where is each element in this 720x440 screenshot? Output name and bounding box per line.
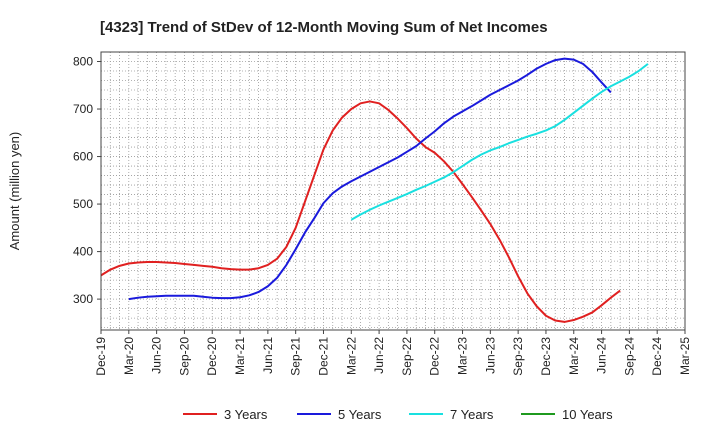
plot-frame bbox=[100, 51, 686, 331]
y-tick-label: 500 bbox=[73, 197, 93, 211]
y-tick-label: 800 bbox=[73, 55, 93, 69]
legend-label-5-years: 5 Years bbox=[338, 407, 382, 422]
y-tick-label: 600 bbox=[73, 150, 93, 164]
series-line-7-years bbox=[350, 63, 649, 221]
x-tick-label: Jun-20 bbox=[150, 337, 164, 374]
chart-title: [4323] Trend of StDev of 12-Month Moving… bbox=[100, 19, 548, 36]
x-tick-label: Jun-24 bbox=[595, 337, 609, 374]
legend: 3 Years 5 Years 7 Years 10 Years bbox=[183, 407, 613, 422]
x-tick-label: Sep-20 bbox=[177, 337, 191, 376]
x-tick-label: Mar-20 bbox=[122, 337, 136, 375]
legend-label-10-years: 10 Years bbox=[562, 407, 613, 422]
legend-label-7-years: 7 Years bbox=[450, 407, 494, 422]
x-tick-label: Jun-21 bbox=[261, 337, 275, 374]
x-tick-label: Sep-21 bbox=[289, 337, 303, 376]
x-tick-label: Sep-24 bbox=[622, 337, 636, 376]
x-tick-label: Dec-22 bbox=[428, 337, 442, 376]
x-tick-label: Mar-25 bbox=[678, 337, 692, 375]
x-tick-label: Mar-24 bbox=[567, 337, 581, 375]
series-line-5-years bbox=[128, 57, 612, 301]
y-axis-ticks: 300 400 500 600 700 800 bbox=[73, 55, 101, 306]
x-tick-label: Mar-22 bbox=[344, 337, 358, 375]
x-tick-label: Dec-20 bbox=[205, 337, 219, 376]
x-tick-label: Mar-23 bbox=[456, 337, 470, 375]
y-tick-label: 300 bbox=[73, 292, 93, 306]
x-tick-label: Mar-21 bbox=[233, 337, 247, 375]
x-tick-label: Sep-23 bbox=[511, 337, 525, 376]
x-tick-label: Dec-19 bbox=[94, 337, 108, 376]
x-tick-label: Sep-22 bbox=[400, 337, 414, 376]
series-layer bbox=[100, 57, 649, 323]
x-axis-ticks: Dec-19 Mar-20 Jun-20 Sep-20 Dec-20 Mar-21 Jun-… bbox=[94, 330, 692, 376]
x-tick-label: Dec-23 bbox=[539, 337, 553, 376]
x-tick-label: Jun-23 bbox=[483, 337, 497, 374]
grid-lines bbox=[101, 52, 685, 330]
series-line-3-years bbox=[100, 100, 621, 323]
x-tick-label: Jun-22 bbox=[372, 337, 386, 374]
y-tick-label: 400 bbox=[73, 245, 93, 259]
legend-label-3-years: 3 Years bbox=[224, 407, 268, 422]
y-axis-label: Amount (million yen) bbox=[7, 132, 22, 251]
y-tick-label: 700 bbox=[73, 102, 93, 116]
x-tick-label: Dec-24 bbox=[650, 337, 664, 376]
x-tick-label: Dec-21 bbox=[316, 337, 330, 376]
